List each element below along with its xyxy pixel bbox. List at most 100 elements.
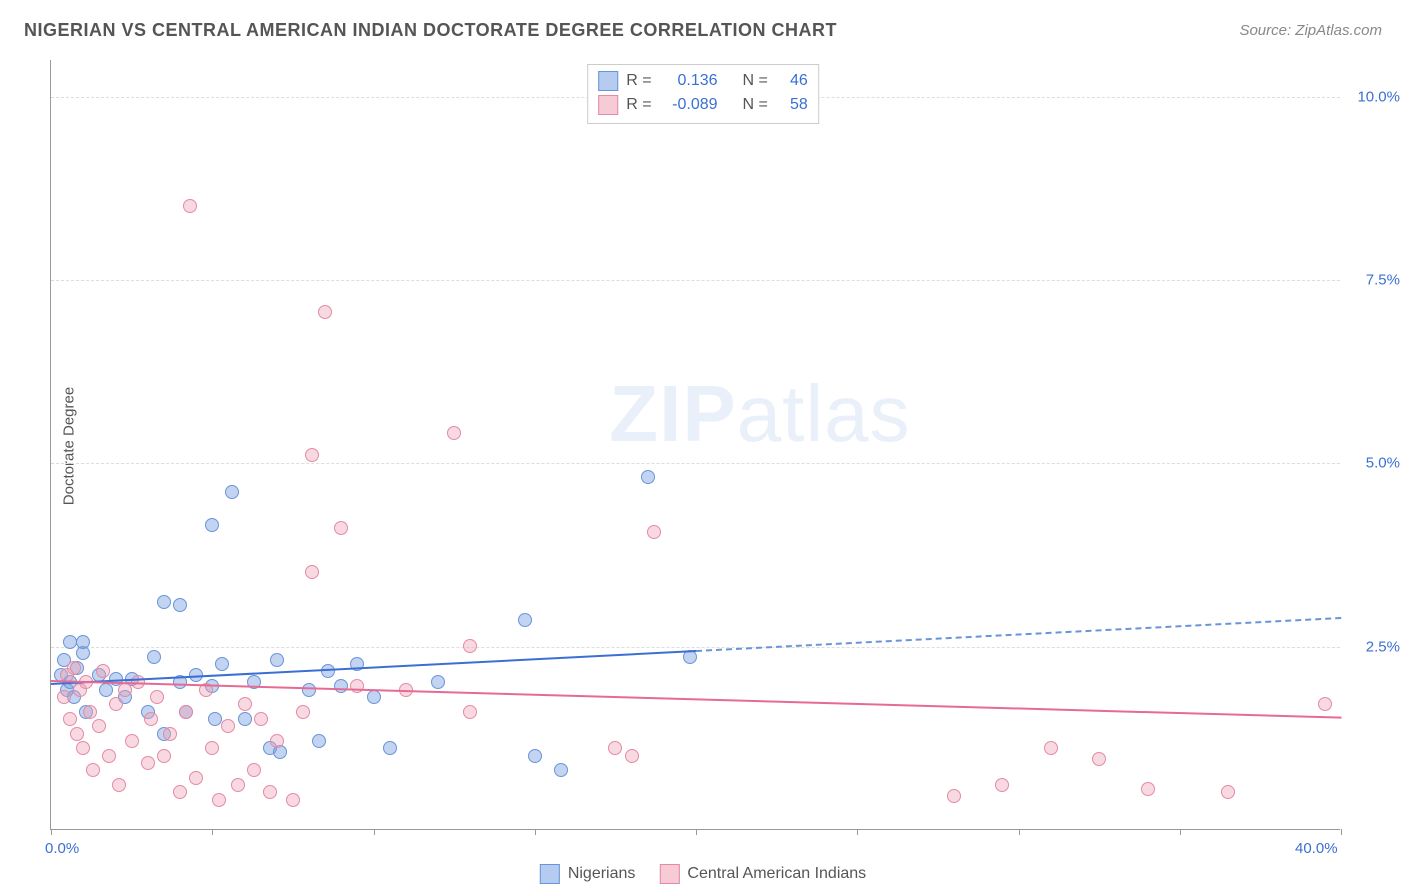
stat-r-label: R =	[626, 69, 651, 93]
stat-r-label: R =	[626, 93, 651, 117]
data-point	[83, 705, 97, 719]
data-point	[312, 734, 326, 748]
stat-r-value: 0.136	[660, 69, 718, 93]
stat-row: R = -0.089 N = 58	[598, 93, 808, 117]
data-point	[150, 690, 164, 704]
stat-n-label: N =	[742, 69, 767, 93]
data-point	[70, 727, 84, 741]
data-point	[383, 741, 397, 755]
data-point	[1044, 741, 1058, 755]
data-point	[238, 697, 252, 711]
data-point	[99, 683, 113, 697]
data-point	[238, 712, 252, 726]
data-point	[518, 613, 532, 627]
data-point	[305, 448, 319, 462]
data-point	[431, 675, 445, 689]
data-point	[1092, 752, 1106, 766]
data-point	[302, 683, 316, 697]
data-point	[247, 763, 261, 777]
legend-swatch-icon	[540, 864, 560, 884]
x-tick-mark	[1341, 829, 1342, 835]
data-point	[305, 565, 319, 579]
x-tick-mark	[212, 829, 213, 835]
gridline	[51, 647, 1340, 648]
data-point	[334, 679, 348, 693]
legend-label: Nigerians	[568, 865, 636, 883]
data-point	[528, 749, 542, 763]
data-point	[212, 793, 226, 807]
data-point	[63, 712, 77, 726]
data-point	[215, 657, 229, 671]
data-point	[296, 705, 310, 719]
data-point	[254, 712, 268, 726]
data-point	[1141, 782, 1155, 796]
data-point	[67, 661, 81, 675]
data-point	[447, 426, 461, 440]
x-tick-mark	[857, 829, 858, 835]
x-tick-label: 40.0%	[1295, 840, 1338, 857]
data-point	[179, 705, 193, 719]
y-tick-label: 5.0%	[1345, 455, 1400, 472]
data-point	[221, 719, 235, 733]
data-point	[189, 771, 203, 785]
stat-n-value: 58	[776, 93, 808, 117]
stat-row: R = 0.136 N = 46	[598, 69, 808, 93]
x-tick-mark	[696, 829, 697, 835]
data-point	[554, 763, 568, 777]
x-tick-label: 0.0%	[45, 840, 79, 857]
data-point	[102, 749, 116, 763]
data-point	[208, 712, 222, 726]
stat-n-value: 46	[776, 69, 808, 93]
data-point	[109, 697, 123, 711]
watermark: ZIPatlas	[609, 368, 910, 460]
legend: Nigerians Central American Indians	[540, 864, 866, 884]
data-point	[995, 778, 1009, 792]
data-point	[118, 683, 132, 697]
data-point	[318, 305, 332, 319]
legend-item: Central American Indians	[659, 864, 866, 884]
gridline	[51, 463, 1340, 464]
x-tick-mark	[1180, 829, 1181, 835]
data-point	[286, 793, 300, 807]
y-tick-label: 10.0%	[1345, 88, 1400, 105]
data-point	[231, 778, 245, 792]
data-point	[608, 741, 622, 755]
chart-title: NIGERIAN VS CENTRAL AMERICAN INDIAN DOCT…	[24, 20, 837, 41]
data-point	[92, 719, 106, 733]
data-point	[157, 595, 171, 609]
data-point	[647, 525, 661, 539]
stat-r-value: -0.089	[660, 93, 718, 117]
stat-n-label: N =	[742, 93, 767, 117]
legend-item: Nigerians	[540, 864, 636, 884]
data-point	[270, 734, 284, 748]
source-label: Source: ZipAtlas.com	[1239, 22, 1382, 39]
legend-swatch-icon	[598, 95, 618, 115]
legend-label: Central American Indians	[687, 865, 866, 883]
data-point	[157, 749, 171, 763]
data-point	[144, 712, 158, 726]
legend-swatch-icon	[659, 864, 679, 884]
data-point	[205, 741, 219, 755]
data-point	[57, 690, 71, 704]
chart-plot-area: ZIPatlas 2.5%5.0%7.5%10.0%0.0%40.0%	[50, 60, 1340, 830]
data-point	[625, 749, 639, 763]
data-point	[63, 635, 77, 649]
data-point	[463, 639, 477, 653]
data-point	[263, 785, 277, 799]
data-point	[183, 199, 197, 213]
data-point	[76, 635, 90, 649]
data-point	[641, 470, 655, 484]
data-point	[350, 679, 364, 693]
data-point	[141, 756, 155, 770]
data-point	[205, 518, 219, 532]
data-point	[76, 741, 90, 755]
data-point	[367, 690, 381, 704]
correlation-stats-box: R = 0.136 N = 46 R = -0.089 N = 58	[587, 64, 819, 124]
data-point	[96, 664, 110, 678]
data-point	[125, 734, 139, 748]
data-point	[1318, 697, 1332, 711]
data-point	[112, 778, 126, 792]
data-point	[225, 485, 239, 499]
data-point	[463, 705, 477, 719]
data-point	[321, 664, 335, 678]
